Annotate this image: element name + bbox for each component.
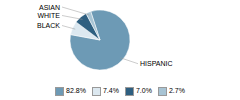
html-text:7.4%: 7.4% (103, 87, 119, 94)
html-text:7.0%: 7.0% (135, 87, 152, 94)
svg-text:BLACK: BLACK (37, 22, 60, 29)
html-text:82.8%: 82.8% (66, 87, 86, 94)
svg-text:ASIAN: ASIAN (39, 4, 60, 11)
svg-text:WHITE: WHITE (37, 12, 60, 19)
html-text:2.7%: 2.7% (168, 87, 185, 94)
svg-text:HISPANIC: HISPANIC (140, 60, 173, 67)
